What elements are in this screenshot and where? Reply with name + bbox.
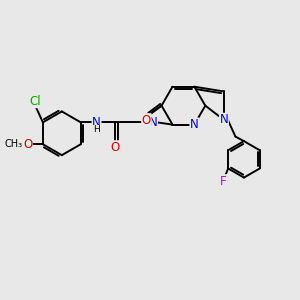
Text: H: H	[93, 125, 100, 134]
Text: O: O	[111, 141, 120, 154]
Text: N: N	[190, 118, 199, 131]
Text: O: O	[23, 138, 32, 151]
Text: F: F	[220, 175, 227, 188]
Text: CH₃: CH₃	[4, 139, 22, 149]
Text: N: N	[220, 113, 228, 126]
Text: Cl: Cl	[29, 94, 41, 108]
Text: O: O	[142, 114, 151, 127]
Text: N: N	[149, 116, 158, 129]
Text: N: N	[92, 116, 101, 129]
